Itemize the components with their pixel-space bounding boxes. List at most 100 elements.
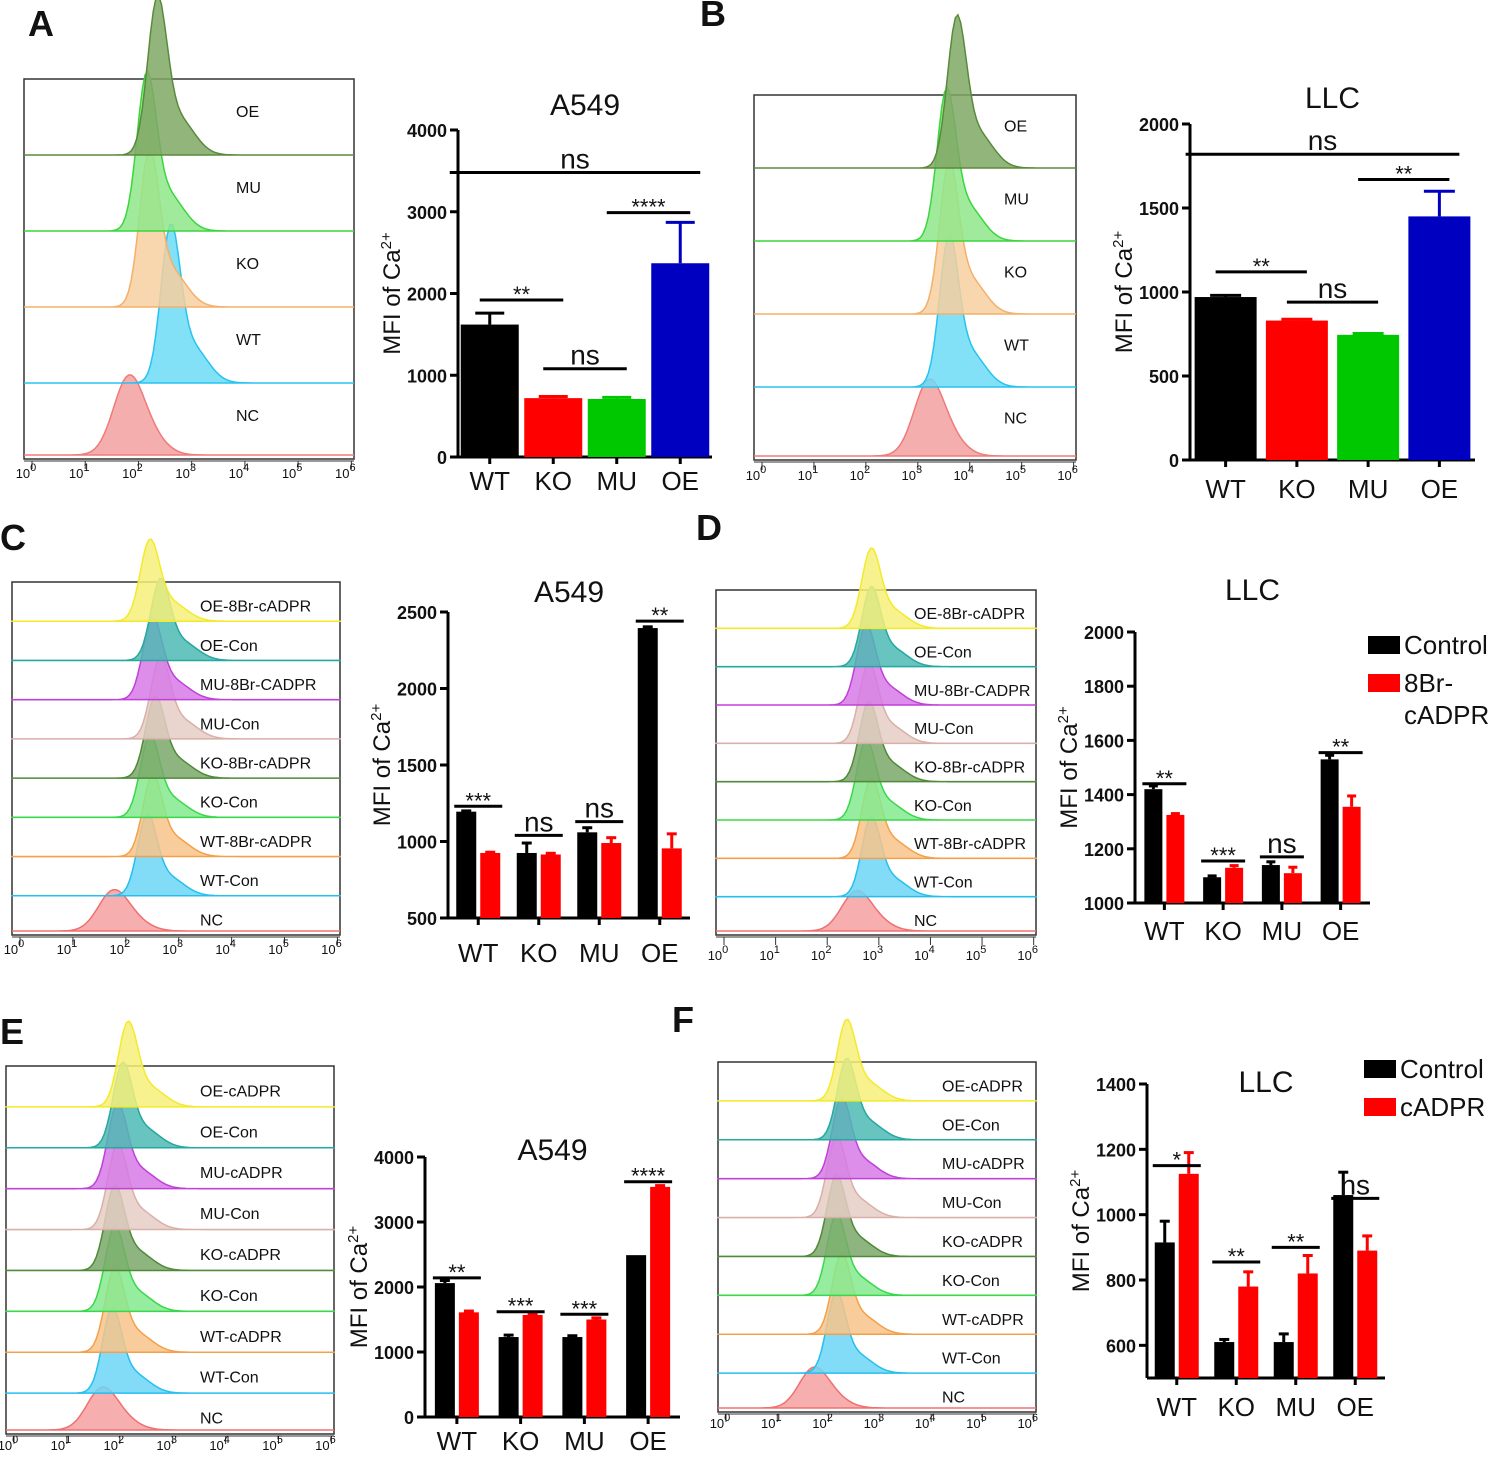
- histogram-tick-label-d: 106: [1017, 944, 1038, 963]
- category-label-b-oe: OE: [1421, 474, 1459, 504]
- legend-label-f-cadpr: cADPR: [1400, 1092, 1485, 1122]
- histogram-tick-label-c: 101: [57, 938, 78, 957]
- histogram-tick-label-f: 103: [864, 1412, 885, 1431]
- chart-title-d: LLC: [1225, 574, 1280, 607]
- histogram-tick-label-b: 102: [850, 464, 871, 483]
- category-label-a-wt: WT: [470, 466, 511, 496]
- y-tick-label-a: 0: [437, 448, 447, 468]
- bar-e-ko-cadpr: [522, 1314, 543, 1417]
- legend-label-d-8br-cadpr: cADPR: [1404, 700, 1489, 730]
- chart-title-f: LLC: [1238, 1066, 1293, 1099]
- bar-e-mu-control: [562, 1337, 583, 1417]
- chart-title-a: A549: [550, 89, 620, 122]
- histogram-curve-a-ko: [24, 145, 354, 308]
- y-tick-label-a: 4000: [407, 121, 447, 141]
- histogram-label-d-oe-con: OE-Con: [914, 645, 972, 662]
- histogram-curve-c-wt-con: [11, 812, 341, 897]
- histogram-label-d-wt-8br-cadpr: WT-8Br-cADPR: [914, 836, 1026, 853]
- histogram-panel-a: NC WT KO MU OE 100 101 102 103 104 105 106: [16, 0, 356, 481]
- histogram-panel-e: NC WT-Con WT-cADPR KO-Con KO-cADPR MU-Con MU-c…: [0, 1020, 336, 1453]
- histogram-label-c-mu-con: MU-Con: [200, 716, 260, 733]
- y-axis-label-a: MFI of Ca2+: [378, 232, 406, 355]
- y-tick-label-e: 4000: [374, 1148, 414, 1168]
- histogram-label-c-wt-con: WT-Con: [200, 873, 259, 890]
- significance-label-e: ***: [508, 1294, 534, 1319]
- histogram-curve-f-mu-cadpr: [717, 1096, 1037, 1180]
- legend-label-f-control: Control: [1400, 1054, 1484, 1084]
- category-label-e-ko: KO: [502, 1426, 540, 1456]
- histogram-label-a-ko: KO: [236, 256, 259, 273]
- y-tick-label-a: 1000: [407, 366, 447, 386]
- histogram-label-f-wt-cadpr: WT-cADPR: [942, 1312, 1024, 1329]
- histogram-label-d-wt-con: WT-Con: [914, 875, 973, 892]
- y-tick-label-c: 2000: [397, 680, 437, 700]
- legend-swatch-d-control: [1368, 636, 1400, 654]
- significance-label-c: ns: [584, 793, 614, 824]
- histogram-curve-f-nc: [718, 1366, 1036, 1409]
- bar-c-wt-8br-cadpr: [480, 852, 501, 918]
- histogram-label-e-mu-con: MU-Con: [200, 1206, 260, 1223]
- y-tick-label-b: 2000: [1139, 115, 1179, 135]
- category-label-a-mu: MU: [597, 466, 637, 496]
- bar-f-mu-cadpr: [1297, 1273, 1318, 1378]
- histogram-tick-label-c: 104: [215, 938, 236, 957]
- category-label-f-wt: WT: [1157, 1392, 1198, 1422]
- y-axis-label-e: MFI of Ca2+: [345, 1226, 373, 1349]
- histogram-tick-label-e: 103: [156, 1434, 177, 1453]
- panel-letter-e: E: [0, 1011, 24, 1052]
- histogram-label-f-mu-cadpr: MU-cADPR: [942, 1156, 1025, 1173]
- histogram-tick-label-f: 101: [761, 1412, 782, 1431]
- bar-e-wt-cadpr: [458, 1312, 479, 1417]
- histogram-frame-e: [5, 1065, 335, 1435]
- y-tick-label-c: 1000: [397, 833, 437, 853]
- y-tick-label-e: 3000: [374, 1213, 414, 1233]
- histogram-tick-label-c: 105: [268, 938, 289, 957]
- histogram-tick-label-e: 106: [315, 1434, 336, 1453]
- histogram-curve-d-oe-8br-cadpr: [715, 547, 1037, 630]
- significance-label-a: ****: [631, 195, 666, 220]
- panel-letter-f: F: [672, 999, 694, 1040]
- significance-label-d: **: [1156, 766, 1174, 791]
- y-tick-label-f: 1000: [1096, 1206, 1136, 1226]
- significance-label-d: **: [1332, 735, 1350, 760]
- histogram-panel-b: NC WT KO MU OE 100 101 102 103 104 105 106: [746, 13, 1078, 483]
- histogram-label-c-mu-8br-cadpr: MU-8Br-CADPR: [200, 677, 316, 694]
- significance-label-e: **: [448, 1260, 466, 1285]
- histogram-label-d-mu-con: MU-Con: [914, 721, 974, 738]
- bar-b-mu-mfi: [1337, 334, 1400, 460]
- histogram-label-e-wt-con: WT-Con: [200, 1370, 259, 1387]
- bar-d-mu-control: [1261, 865, 1280, 903]
- category-label-b-mu: MU: [1348, 474, 1388, 504]
- histogram-curve-f-wt-cadpr: [717, 1251, 1037, 1335]
- histogram-tick-label-a: 102: [122, 462, 143, 481]
- histogram-label-a-mu: MU: [236, 180, 261, 197]
- histogram-tick-label-e: 101: [51, 1434, 72, 1453]
- histogram-label-c-ko-8br-cadpr: KO-8Br-cADPR: [200, 756, 311, 773]
- histogram-curve-f-wt-con: [717, 1290, 1037, 1374]
- histogram-label-e-ko-cadpr: KO-cADPR: [200, 1247, 281, 1264]
- significance-label-b: ns: [1308, 125, 1338, 156]
- significance-label-b: ns: [1318, 273, 1348, 304]
- histogram-curve-a-mu: [24, 69, 354, 232]
- histogram-tick-label-f: 105: [966, 1412, 987, 1431]
- histogram-label-d-nc: NC: [914, 913, 937, 930]
- y-tick-label-f: 800: [1106, 1271, 1136, 1291]
- bar-chart-b: LLC MFI of Ca2+ 0 500 1000 1500 2000 WT KO MU OE **…: [1110, 82, 1475, 504]
- bar-c-ko-8br-cadpr: [540, 854, 561, 918]
- histogram-curve-c-mu-8br-cadpr: [11, 616, 341, 701]
- y-tick-label-c: 2500: [397, 603, 437, 623]
- histogram-label-d-ko-con: KO-Con: [914, 798, 972, 815]
- bar-b-ko-mfi: [1265, 320, 1328, 460]
- histogram-tick-label-c: 100: [4, 938, 25, 957]
- histogram-frame-b: [753, 94, 1077, 461]
- chart-title-c: A549: [534, 576, 604, 609]
- histogram-label-d-ko-8br-cadpr: KO-8Br-cADPR: [914, 760, 1025, 777]
- histogram-curve-a-nc: [24, 374, 354, 456]
- significance-label-e: ****: [631, 1164, 666, 1189]
- significance-label-b: **: [1253, 254, 1271, 279]
- histogram-curve-e-wt-cadpr: [5, 1265, 335, 1353]
- histogram-label-a-oe: OE: [236, 104, 259, 121]
- category-label-d-mu: MU: [1262, 916, 1302, 946]
- histogram-label-d-mu-8br-cadpr: MU-8Br-CADPR: [914, 683, 1030, 700]
- histogram-curve-c-oe-con: [11, 577, 341, 662]
